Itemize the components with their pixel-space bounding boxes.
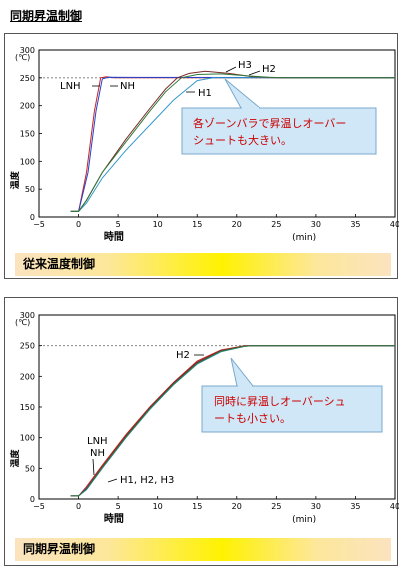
- y-tick-label: 250: [20, 74, 35, 83]
- series-line-h3: [70, 73, 395, 212]
- page-title: 同期昇温制御: [10, 9, 83, 23]
- x-axis-label: 時間: [104, 230, 124, 243]
- y-tick-label: 100: [20, 434, 35, 443]
- x-tick-label: 10: [153, 502, 163, 511]
- x-tick-label: 20: [232, 220, 242, 229]
- x-unit: (min): [292, 515, 316, 525]
- x-tick-label: 40: [390, 502, 399, 511]
- label-lnh: LNH: [87, 436, 108, 447]
- synchronized-control-panel: 0 50 100 150 200 250 300 −5 0 5 10 15 20 25 30 35 40 (℃) 温…: [4, 297, 399, 566]
- label-lnh: LNH: [60, 81, 81, 92]
- x-tick-label: 25: [271, 220, 281, 229]
- callout: 同時に昇温しオーバーシュ ートも小さい。: [201, 357, 383, 433]
- x-axis-label: 時間: [104, 512, 124, 525]
- callout-line-2: シュートも大きい。: [193, 133, 292, 147]
- callout-line-1: 同時に昇温しオーバーシュ: [214, 395, 346, 408]
- x-tick-label: 5: [116, 502, 121, 511]
- y-tick-label: 50: [25, 185, 35, 194]
- label-h1-h2-h3: H1, H2, H3: [120, 475, 174, 486]
- x-tick-label: 35: [350, 220, 360, 229]
- y-tick-label: 50: [25, 464, 35, 473]
- x-tick-label: 0: [76, 502, 81, 511]
- y-tick-label: 0: [30, 213, 35, 222]
- conventional-control-panel: 0 50 100 150 200 250 300 −5 0 5 10 15 20 25 30 35 40 (℃) 温…: [4, 33, 399, 279]
- y-axis-label: 温度: [9, 170, 21, 189]
- y-tick-label: 300: [20, 46, 35, 55]
- series-line-h1: [70, 77, 395, 212]
- h3-pointer: [225, 66, 237, 73]
- callout: 各ゾーンバラで昇温しオーバー シュートも大きい。: [181, 78, 377, 155]
- h123-pointer: [107, 478, 118, 483]
- y-tick-label: 100: [20, 157, 35, 166]
- label-nh: NH: [90, 448, 105, 459]
- y-tick-label: 250: [20, 342, 35, 351]
- x-tick-label: 25: [271, 502, 281, 511]
- label-nh: NH: [120, 81, 135, 92]
- series-lines: [70, 345, 395, 497]
- y-unit: (℃): [15, 53, 30, 62]
- x-tick-label: 30: [311, 502, 321, 511]
- x-tick-label: 10: [153, 220, 163, 229]
- label-h2: H2: [176, 350, 190, 361]
- annotations: LNH NH H1 H3 H2: [60, 60, 276, 99]
- x-tick-label: 5: [116, 220, 121, 229]
- conventional-control-label: 従来温度制御: [15, 253, 391, 276]
- y-tick-label: 150: [20, 130, 35, 139]
- x-tick-label: 30: [311, 220, 321, 229]
- y-tick-label: 200: [20, 372, 35, 381]
- x-tick-label: 0: [76, 220, 81, 229]
- x-tick-label: −5: [33, 502, 45, 511]
- h2-pointer: [248, 70, 261, 76]
- callout-line-2: ートも小さい。: [214, 412, 291, 425]
- x-tick-label: 35: [350, 502, 360, 511]
- x-tick-label: −5: [33, 220, 45, 229]
- label-h1: H1: [198, 88, 212, 99]
- y-tick-label: 300: [20, 311, 35, 320]
- label-h3: H3: [238, 60, 252, 71]
- y-tick-label: 150: [20, 403, 35, 412]
- x-tick-label: 15: [192, 502, 202, 511]
- y-tick-label: 0: [30, 495, 35, 504]
- x-tick-label: 40: [390, 220, 399, 229]
- x-unit: (min): [292, 233, 316, 243]
- x-tick-label: 15: [192, 220, 202, 229]
- annotations: H2 LNH NH H1, H2, H3: [87, 350, 204, 486]
- label-h2: H2: [262, 64, 276, 75]
- series-line-h3: [70, 345, 395, 497]
- y-axis-label: 温度: [9, 449, 21, 468]
- x-tick-label: 20: [232, 502, 242, 511]
- synchronized-control-label: 同期昇温制御: [15, 538, 391, 561]
- y-tick-label: 200: [20, 102, 35, 111]
- lnh-nh-pointer: [92, 458, 95, 476]
- series-lines: [70, 70, 396, 212]
- y-unit: (℃): [15, 318, 30, 327]
- callout-line-1: 各ゾーンバラで昇温しオーバー: [193, 116, 346, 130]
